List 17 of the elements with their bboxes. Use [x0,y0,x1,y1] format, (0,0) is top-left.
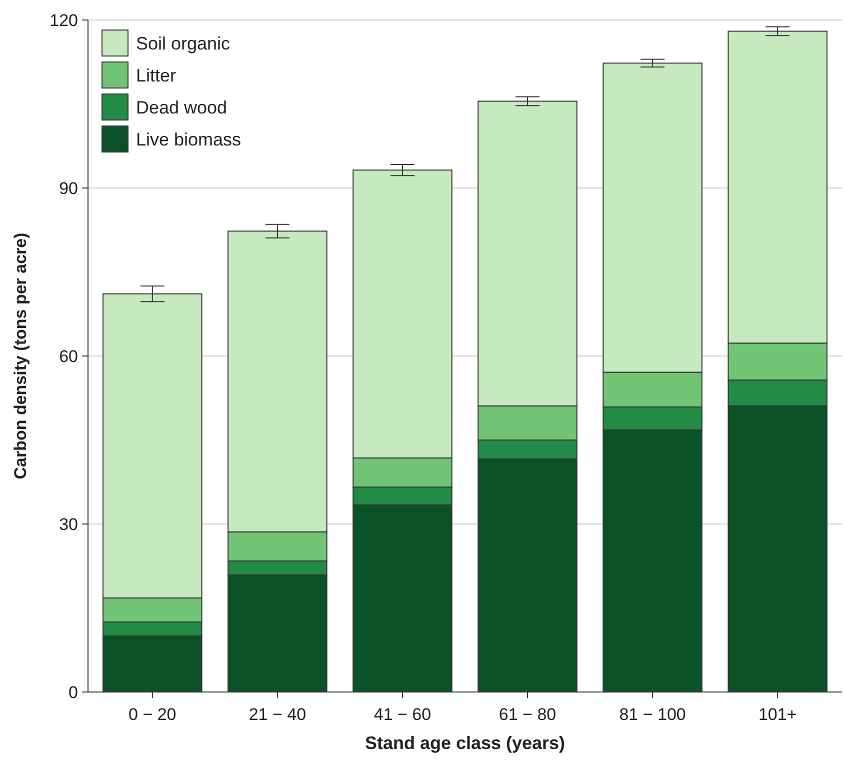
x-axis-title: Stand age class (years) [364,733,566,753]
x-tick-label: 21 − 40 [248,705,306,724]
legend-label: Dead wood [136,97,228,118]
y-axis-title: Carbon density (tons per acre) [11,232,30,480]
y-tick-label: 90 [59,178,78,198]
x-tick-label: 61 − 80 [498,705,556,724]
x-tick-label: 41 − 60 [374,705,432,724]
y-tick-label: 0 [68,682,78,702]
x-tick-label: 0 − 20 [128,705,176,724]
y-tick-label: 60 [59,346,78,366]
x-tick-label: 101+ [758,705,797,724]
x-tick-label: 81 − 100 [619,705,686,724]
y-tick-label: 30 [59,514,78,534]
legend-label: Litter [136,65,176,86]
legend-label: Live biomass [136,129,242,150]
legend-label: Soil organic [136,33,230,54]
y-tick-label: 120 [50,10,78,30]
